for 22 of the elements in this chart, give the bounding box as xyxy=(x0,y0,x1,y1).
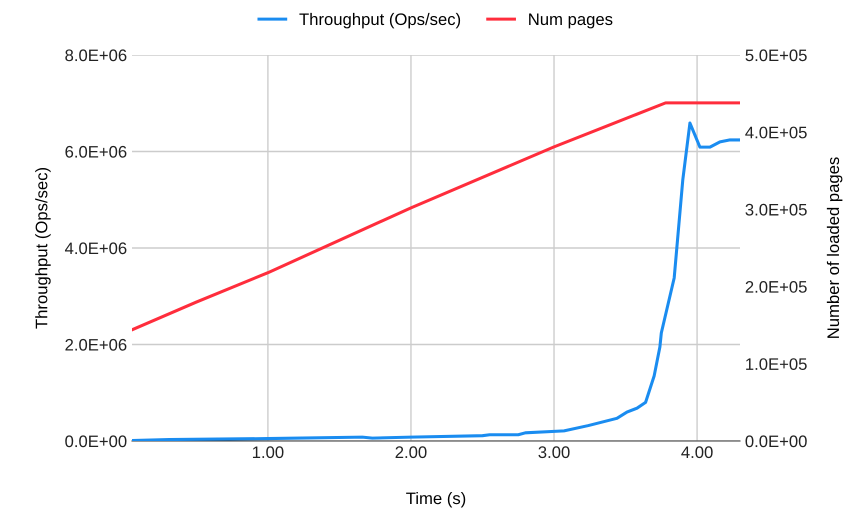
legend-label: Throughput (Ops/sec) xyxy=(299,12,460,28)
x-tick-label: 3.00 xyxy=(538,446,570,458)
legend-label: Num pages xyxy=(529,13,612,28)
y2-tick-label: 2.0E+05 xyxy=(746,281,807,293)
y2-tick-label: 5.0E+05 xyxy=(746,49,807,62)
y2-axis-title: Number of loaded pages xyxy=(826,157,842,338)
x-tick-label: 1.00 xyxy=(252,446,284,458)
y-axis-title: Throughput (Ops/sec) xyxy=(35,168,51,329)
y2-tick-label: 3.0E+05 xyxy=(745,204,807,216)
y2-tick-label: 1.0E+05 xyxy=(746,358,807,370)
y-tick-label: 8.0E+06 xyxy=(65,49,126,62)
y-tick-label: 2.0E+06 xyxy=(65,338,126,351)
y2-tick-label: 4.0E+05 xyxy=(745,126,807,138)
line-series xyxy=(132,122,740,441)
y-tick-label: 0.0E+00 xyxy=(65,435,126,448)
y-tick-label: 4.0E+06 xyxy=(64,242,126,254)
x-axis-title: Time (s) xyxy=(406,492,466,508)
y2-tick-label: 0.0E+00 xyxy=(746,435,807,448)
line-series xyxy=(132,101,740,332)
y-tick-label: 6.0E+06 xyxy=(65,146,126,158)
x-tick-label: 2.00 xyxy=(396,446,427,458)
x-tick-label: 4.00 xyxy=(681,446,713,458)
